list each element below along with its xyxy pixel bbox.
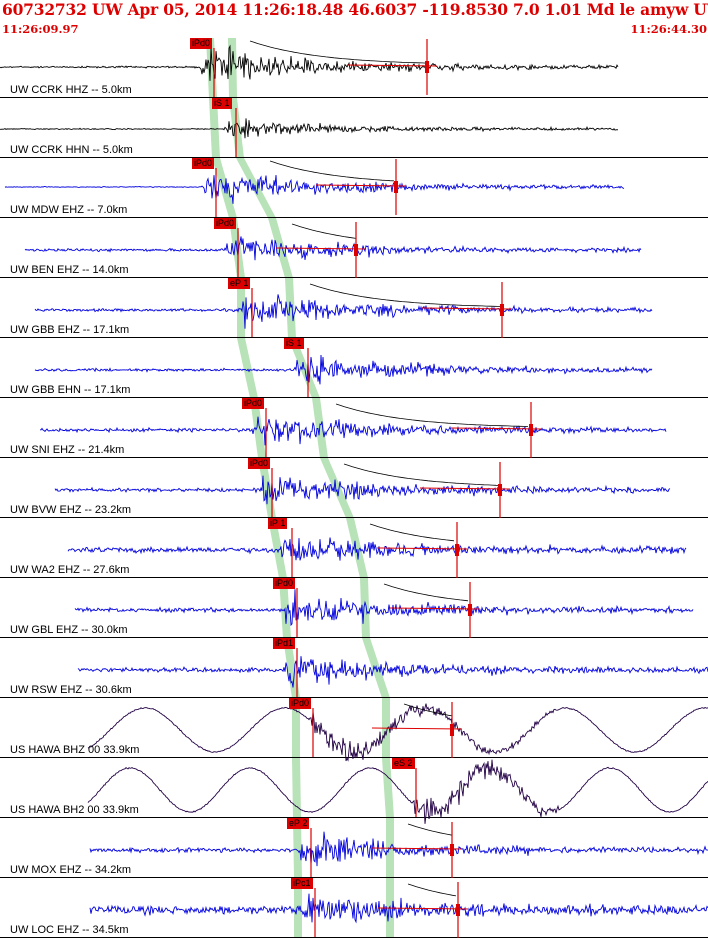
coda-tail [419,487,511,490]
coda-marker-block [354,244,358,256]
p-phase-band [250,398,266,458]
s-phase-band [285,278,296,338]
coda-tail [450,427,542,430]
p-phase-band [283,638,300,698]
s-phase-band [236,158,276,218]
phase-pick-label[interactable]: iS 1 [284,338,304,349]
p-phase-band [237,278,245,338]
waveform-trace [77,656,708,688]
waveform-trace [0,118,619,139]
p-phase-band [268,518,287,578]
event-title: 60732732 UW Apr 05, 2014 11:26:18.48 46.… [2,0,708,19]
waveform-trace [87,759,708,824]
trace-station-label: US HAWA BH2 00 33.9km [10,804,139,816]
s-phase-band [382,758,394,818]
trace-station-label: UW GBB EHN -- 17.1km [10,384,131,396]
coda-fit-curve [309,283,503,307]
phase-pick-label[interactable]: iPd0 [192,158,215,169]
phase-pick-label[interactable]: iPd0 [214,218,237,229]
coda-fit-curve [403,703,453,717]
trace-station-label: UW MOX EHZ -- 34.2km [10,864,132,876]
coda-fit-curve [291,223,357,239]
coda-fit-curve [407,823,453,836]
coda-fit-curve [407,883,457,897]
trace-station-label: UW MDW EHZ -- 7.0km [10,204,128,216]
trace-station-label: US HAWA BHZ 00 33.9km [10,744,140,756]
coda-marker-block [394,181,398,193]
coda-tail [371,727,463,730]
coda-tail [275,247,367,250]
p-phase-band [237,338,258,398]
waveform-trace [87,703,708,762]
coda-marker-block [425,61,429,73]
p-phase-band [209,98,220,158]
waveform-trace [39,416,667,446]
waveform-trace [24,236,642,261]
phase-pick-label[interactable]: iPd0 [242,398,265,409]
coda-marker-block [456,904,460,916]
trace-station-label: UW CCRK HHZ -- 5.0km [10,84,132,96]
s-phase-band [320,458,354,518]
time-end-label: 11:26:44.30 [630,22,707,36]
phase-pick-label[interactable]: iPd0 [289,698,312,709]
coda-fit-curve [249,40,427,64]
coda-fit-curve [343,463,501,486]
trace-station-label: UW GBB EHZ -- 17.1km [10,324,130,336]
coda-marker-block [529,424,533,436]
coda-fit-curve [369,523,455,542]
waveform-canvas[interactable] [0,38,708,938]
coda-marker-block [500,304,504,316]
trace-station-label: UW GBL EHZ -- 30.0km [10,624,128,636]
waveform-trace [74,589,694,627]
coda-marker-block [498,484,502,496]
event-header: 60732732 UW Apr 05, 2014 11:26:18.48 46.… [0,0,708,38]
time-start-label: 11:26:09.97 [2,22,79,36]
waveform-trace [4,175,625,204]
phase-pick-label[interactable]: iPd0 [190,38,213,49]
coda-fit-curve [269,160,395,182]
s-phase-band [346,518,368,578]
coda-marker-block [468,604,472,616]
coda-fit-curve [335,403,529,427]
trace-station-label: UW CCRK HHN -- 5.0km [10,144,133,156]
phase-pick-label[interactable]: iPd0 [248,458,271,469]
coda-tail [421,307,513,310]
phase-pick-label[interactable]: iP 1 [268,518,288,529]
phase-pick-label[interactable]: eS 2 [392,758,415,769]
phase-pick-label[interactable]: iPd1 [273,638,296,649]
trace-station-label: UW RSW EHZ -- 30.6km [10,684,132,696]
phase-pick-label[interactable]: iS 1 [212,98,232,109]
waveform-trace [89,831,708,867]
coda-tail [377,907,469,910]
coda-marker-block [450,844,454,856]
coda-marker-block [455,544,459,556]
coda-tail [371,847,463,850]
waveform-trace [34,354,653,385]
coda-fit-curve [383,583,469,602]
phase-pick-label[interactable]: iPc1 [291,878,313,889]
trace-station-label: UW WA2 EHZ -- 27.6km [10,564,130,576]
waveform-trace [34,294,653,329]
trace-station-label: UW BEN EHZ -- 14.0km [10,264,129,276]
coda-marker-block [450,724,454,736]
p-phase-band [293,818,302,878]
p-phase-band [292,698,300,758]
seismogram-panel[interactable]: iPd0 UW CCRK HHZ -- 5.0km iS 1 UW CCRK HHN … [0,38,708,938]
trace-station-label: UW BVW EHZ -- 23.2km [10,504,132,516]
coda-tail [376,547,468,550]
waveform-trace [54,475,671,505]
coda-tail [315,184,407,187]
coda-tail [346,64,438,67]
phase-pick-label[interactable]: eP 2 [287,818,310,829]
waveform-trace [0,44,619,81]
trace-station-label: UW SNI EHZ -- 21.4km [10,444,125,456]
coda-tail [389,607,481,610]
s-phase-band [360,578,370,638]
p-phase-band [292,758,301,818]
trace-station-label: UW LOC EHZ -- 34.5km [10,924,129,936]
phase-pick-label[interactable]: iPd0 [273,578,296,589]
waveform-trace [67,537,687,561]
phase-pick-label[interactable]: eP 1 [228,278,251,289]
